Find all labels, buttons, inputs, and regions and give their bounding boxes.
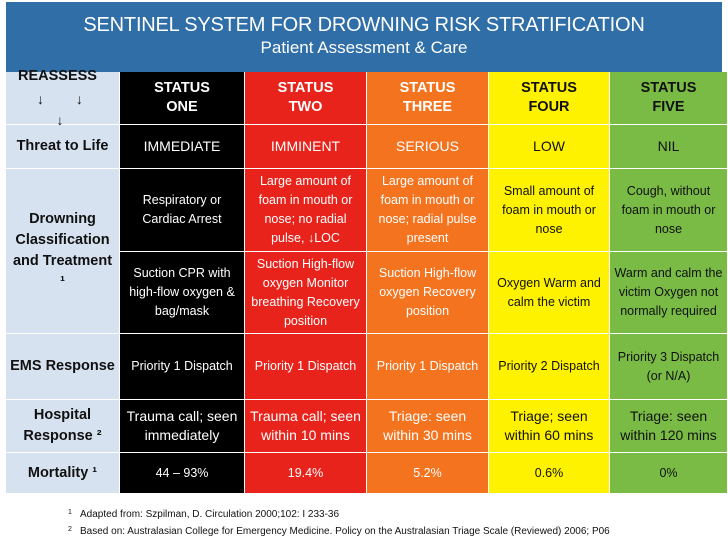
hospital-cell: Triage: seen within 30 mins xyxy=(367,400,488,452)
hospital-cell: Triage; seen within 60 mins xyxy=(489,400,609,452)
reassess-label: REASSESS xyxy=(18,67,97,84)
mortality-cell: 19.4% xyxy=(245,453,366,493)
footnote: 1 Adapted from: Szpilman, D. Circulation… xyxy=(68,506,718,523)
reassess-header: REASSESS ↓ ↓ ↓ xyxy=(6,68,119,128)
footnote-mark: 1 xyxy=(68,509,72,516)
status-five-header: STATUS FIVE xyxy=(610,72,727,124)
classification-label: Drowning Classification and Treatment ¹ xyxy=(6,169,119,333)
footnote: 2 Based on: Australasian College for Eme… xyxy=(68,523,718,540)
mortality-cell: 5.2% xyxy=(367,453,488,493)
treatment-cell: Suction CPR with high-flow oxygen & bag/… xyxy=(120,252,244,333)
hospital-cell: Trauma call; seen within 10 mins xyxy=(245,400,366,452)
footnote-text: Adapted from: Szpilman, D. Circulation 2… xyxy=(80,509,340,520)
status-two-header: STATUS TWO xyxy=(245,72,366,124)
title-banner: SENTINEL SYSTEM FOR DROWNING RISK STRATI… xyxy=(6,2,722,72)
threat-label: Threat to Life xyxy=(6,125,119,168)
mortality-label: Mortality ¹ xyxy=(6,453,119,493)
page-title: SENTINEL SYSTEM FOR DROWNING RISK STRATI… xyxy=(83,14,645,36)
status-header-line2: ONE xyxy=(166,99,198,115)
mortality-cell: 0% xyxy=(610,453,727,493)
hospital-cell: Triage: seen within 120 mins xyxy=(610,400,727,452)
classification-cell: Large amount of foam in mouth or nose; r… xyxy=(367,169,488,251)
status-header-line1: STATUS xyxy=(277,80,334,96)
hospital-cell: Trauma call; seen immediately xyxy=(120,400,244,452)
hospital-label: Hospital Response ² xyxy=(6,400,119,452)
threat-cell: SERIOUS xyxy=(367,125,488,168)
classification-cell: Cough, without foam in mouth or nose xyxy=(610,169,727,251)
treatment-cell: Oxygen Warm and calm the victim xyxy=(489,252,609,333)
footnote-mark: 2 xyxy=(68,526,72,533)
status-three-header: STATUS THREE xyxy=(367,72,488,124)
status-header-line1: STATUS xyxy=(154,80,210,96)
treatment-cell: Warm and calm the victim Oxygen not norm… xyxy=(610,252,727,333)
page-subtitle: Patient Assessment & Care xyxy=(260,38,468,57)
mortality-cell: 0.6% xyxy=(489,453,609,493)
threat-cell: IMMINENT xyxy=(245,125,366,168)
footnote-text: Based on: Australasian College for Emerg… xyxy=(80,526,610,537)
status-header-line1: STATUS xyxy=(399,80,456,96)
treatment-cell: Suction High-flow oxygen Monitor breathi… xyxy=(245,252,366,333)
status-one-header: STATUS ONE xyxy=(120,72,244,124)
status-header-line2: FIVE xyxy=(652,99,685,115)
status-header-line2: THREE xyxy=(402,99,453,115)
ems-cell: Priority 2 Dispatch xyxy=(489,334,609,399)
down-arrows-icon: ↓ ↓ ↓ xyxy=(37,90,97,128)
status-four-header: STATUS FOUR xyxy=(489,72,609,124)
mortality-cell: 44 – 93% xyxy=(120,453,244,493)
classification-cell: Large amount of foam in mouth or nose; n… xyxy=(245,169,366,251)
status-header-line2: TWO xyxy=(288,99,323,115)
footnotes: 1 Adapted from: Szpilman, D. Circulation… xyxy=(68,506,718,540)
status-header-line1: STATUS xyxy=(640,80,697,96)
risk-table: REASSESS ↓ ↓ ↓ STATUS ONE STATUS TWO STA… xyxy=(6,68,727,493)
ems-cell: Priority 1 Dispatch xyxy=(245,334,366,399)
ems-cell: Priority 1 Dispatch xyxy=(120,334,244,399)
status-header-line2: FOUR xyxy=(528,99,570,115)
threat-cell: NIL xyxy=(610,125,727,168)
status-header-line1: STATUS xyxy=(521,80,577,96)
ems-cell: Priority 1 Dispatch xyxy=(367,334,488,399)
classification-cell: Respiratory or Cardiac Arrest xyxy=(120,169,244,251)
ems-cell: Priority 3 Dispatch (or N/A) xyxy=(610,334,727,399)
treatment-cell: Suction High-flow oxygen Recovery positi… xyxy=(367,252,488,333)
ems-label: EMS Response xyxy=(6,334,119,399)
threat-cell: IMMEDIATE xyxy=(120,125,244,168)
classification-cell: Small amount of foam in mouth or nose xyxy=(489,169,609,251)
threat-cell: LOW xyxy=(489,125,609,168)
